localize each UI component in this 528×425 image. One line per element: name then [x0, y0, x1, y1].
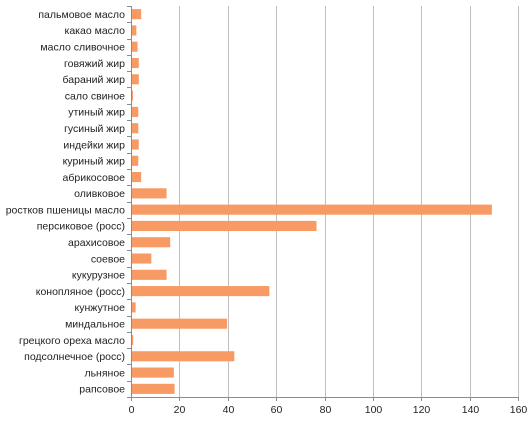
category-label: арахисовое: [68, 237, 125, 249]
bar: [131, 318, 228, 329]
bar: [131, 269, 167, 280]
category-label: конопляное (росс): [36, 286, 125, 298]
bar: [131, 123, 139, 134]
x-tick-label: 160: [510, 404, 528, 416]
bar: [131, 9, 142, 20]
category-label: рапсовое: [79, 384, 125, 396]
category-label: говяжий жир: [64, 58, 125, 70]
bar: [131, 334, 134, 346]
category-label: пальмовое масло: [38, 9, 125, 21]
bar: [131, 302, 136, 313]
category-label: миндальное: [65, 318, 125, 330]
category-label: гусиный жир: [64, 123, 125, 135]
bar: [131, 188, 167, 199]
bar: [131, 172, 142, 183]
bar: [131, 106, 139, 117]
category-label: бараний жир: [63, 74, 126, 86]
category-label: соевое: [91, 253, 125, 265]
bar: [131, 139, 139, 150]
bar: [131, 74, 139, 85]
x-tick-label: 100: [365, 404, 383, 416]
category-label: куриный жир: [63, 156, 126, 168]
bar: [131, 367, 174, 378]
bar: [131, 25, 137, 36]
bar: [131, 383, 175, 394]
category-label: льняное: [84, 367, 125, 379]
bar: [131, 57, 139, 69]
category-label: подсолнечное (росс): [24, 351, 125, 363]
category-label: масло сливочное: [40, 42, 125, 54]
bar: [131, 41, 138, 52]
grid-lines: [179, 6, 519, 397]
x-tick-labels: 0 20 40 60 80 100 120 140 160: [129, 404, 528, 416]
category-label: какао масло: [65, 25, 126, 37]
category-label: ростков пшеницы масло: [6, 204, 125, 216]
x-tick-label: 80: [320, 404, 332, 416]
category-label: абрикосовое: [63, 172, 126, 184]
x-tick-label: 20: [174, 404, 186, 416]
bar: [131, 204, 492, 215]
x-tick-label: 140: [462, 404, 480, 416]
bar: [131, 253, 152, 264]
bar: [131, 155, 139, 166]
x-tick-label: 120: [413, 404, 431, 416]
bar: [131, 286, 270, 297]
x-tick-label: 0: [129, 404, 135, 416]
category-label: кукурузное: [72, 270, 125, 282]
category-label: кунжутное: [75, 302, 126, 314]
bar: [131, 220, 317, 231]
category-labels: пальмовое масло какао масло масло сливочно…: [6, 9, 125, 396]
axes: [127, 6, 519, 401]
category-label: персиковое (росс): [37, 221, 125, 233]
category-label: оливковое: [74, 188, 125, 200]
x-tick-label: 60: [271, 404, 283, 416]
category-label: индейки жир: [63, 139, 125, 151]
category-label: сало свиное: [65, 90, 125, 102]
bar: [131, 351, 235, 362]
bars: [131, 9, 492, 394]
category-label: грецкого ореха масло: [19, 335, 125, 347]
category-label: утиный жир: [68, 107, 125, 119]
x-tick-label: 40: [223, 404, 235, 416]
bar: [131, 237, 171, 248]
bar: [131, 90, 133, 101]
